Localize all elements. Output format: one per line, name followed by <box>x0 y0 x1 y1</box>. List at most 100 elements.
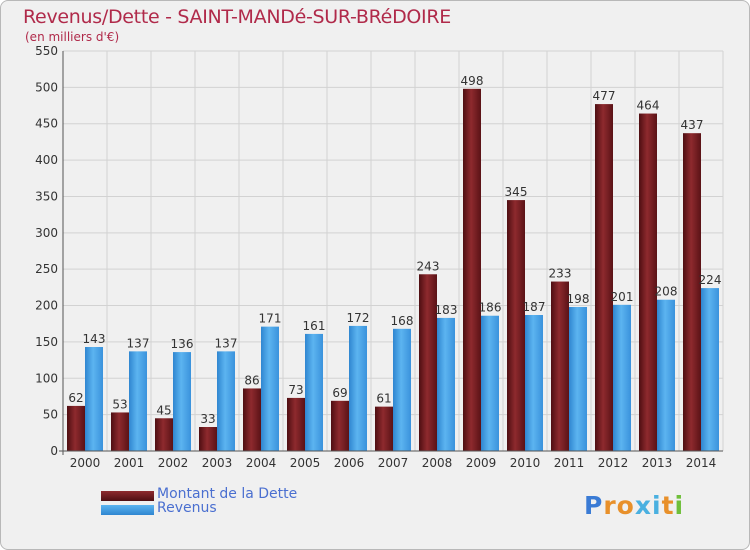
value-label-dette: 345 <box>505 185 528 199</box>
value-label-dette: 69 <box>332 386 347 400</box>
x-tick-label: 2000 <box>70 456 101 470</box>
value-label-dette: 437 <box>681 118 704 132</box>
logo-letter: P <box>584 491 604 520</box>
logo-letter: x <box>634 491 652 520</box>
value-label-dette: 243 <box>417 259 440 273</box>
x-tick-label: 2013 <box>642 456 673 470</box>
x-tick-label: 2003 <box>202 456 233 470</box>
bar-dette <box>331 400 349 451</box>
legend-swatch-dette <box>101 491 154 501</box>
bar-revenus <box>217 351 235 451</box>
x-tick-label: 2005 <box>290 456 321 470</box>
legend-label-dette: Montant de la Dette <box>157 486 298 502</box>
y-tick-label: 200 <box>35 299 58 313</box>
x-tick-label: 2014 <box>686 456 717 470</box>
x-tick-label: 2004 <box>246 456 277 470</box>
bar-dette <box>463 88 481 452</box>
bar-revenus <box>393 328 411 451</box>
value-label-revenus: 136 <box>171 337 194 351</box>
bar-dette <box>639 113 657 451</box>
x-tick-label: 2010 <box>510 456 541 470</box>
y-tick-label: 550 <box>35 44 58 58</box>
value-label-revenus: 172 <box>347 311 370 325</box>
label-layer: 62 143 53 137 45 136 33 137 86 171 73 161 69 172 61 168… <box>68 74 721 426</box>
value-label-dette: 73 <box>288 383 303 397</box>
x-tick-label: 2011 <box>554 456 585 470</box>
value-label-revenus: 224 <box>699 273 722 287</box>
logo-letter: r <box>603 491 617 520</box>
y-tick-label: 100 <box>35 371 58 385</box>
y-tick-label: 450 <box>35 117 58 131</box>
value-label-dette: 233 <box>549 267 572 281</box>
value-label-dette: 61 <box>376 392 391 406</box>
value-label-revenus: 183 <box>435 303 458 317</box>
value-label-revenus: 161 <box>303 319 326 333</box>
chart-title: Revenus/Dette - SAINT-MANDé-SUR-BRéDOIRE <box>23 6 451 28</box>
value-label-revenus: 198 <box>567 292 590 306</box>
bar-dette <box>243 388 261 451</box>
value-label-dette: 33 <box>200 412 215 426</box>
bar-revenus <box>481 315 499 451</box>
bar-dette <box>199 427 217 451</box>
value-label-revenus: 143 <box>83 332 106 346</box>
value-label-revenus: 201 <box>611 290 634 304</box>
value-label-dette: 45 <box>156 403 171 417</box>
value-label-dette: 86 <box>244 373 259 387</box>
value-label-dette: 53 <box>112 397 127 411</box>
bar-revenus <box>129 351 147 451</box>
bar-dette <box>375 406 393 451</box>
logo-letter: i <box>652 491 662 520</box>
value-label-dette: 498 <box>461 74 484 88</box>
y-tick-label: 500 <box>35 80 58 94</box>
x-tick-label: 2012 <box>598 456 629 470</box>
bar-dette <box>419 274 437 451</box>
y-tick-label: 400 <box>35 153 58 167</box>
bar-dette <box>67 405 85 451</box>
y-tick-label: 0 <box>50 444 58 458</box>
bar-revenus <box>613 304 631 451</box>
axis-layer: 0 50 100 150 200 250 300 350 400 450 500 550 2000 200… <box>35 44 723 470</box>
value-label-dette: 62 <box>68 391 83 405</box>
logo-letter: i <box>674 491 685 520</box>
value-label-revenus: 187 <box>523 300 546 314</box>
bar-dette <box>551 281 569 451</box>
y-tick-label: 50 <box>43 408 58 422</box>
value-label-revenus: 171 <box>259 312 282 326</box>
y-tick-label: 250 <box>35 262 58 276</box>
bar-revenus <box>85 347 103 451</box>
bar-revenus <box>349 325 367 451</box>
bar-dette <box>155 418 173 451</box>
x-tick-label: 2009 <box>466 456 497 470</box>
bar-dette <box>287 397 305 451</box>
x-tick-label: 2007 <box>378 456 409 470</box>
bar-revenus <box>261 326 279 451</box>
bar-layer <box>67 88 719 452</box>
bar-revenus <box>569 307 587 451</box>
bar-dette <box>111 412 129 451</box>
legend-swatch-revenus <box>101 505 154 515</box>
x-tick-label: 2006 <box>334 456 365 470</box>
proxiti-logo: Proxiti <box>584 491 684 520</box>
bar-dette <box>595 104 613 451</box>
y-tick-label: 300 <box>35 226 58 240</box>
value-label-revenus: 186 <box>479 301 502 315</box>
y-tick-label: 150 <box>35 335 58 349</box>
bar-dette <box>683 133 701 451</box>
bar-revenus <box>525 315 543 451</box>
logo-letter: t <box>661 491 675 520</box>
bar-revenus <box>657 299 675 451</box>
value-label-dette: 477 <box>593 89 616 103</box>
x-tick-label: 2002 <box>158 456 189 470</box>
logo-letter: o <box>616 491 635 520</box>
value-label-revenus: 137 <box>127 336 150 350</box>
x-tick-label: 2008 <box>422 456 453 470</box>
bar-revenus <box>305 333 323 451</box>
value-label-dette: 464 <box>637 99 660 113</box>
x-tick-label: 2001 <box>114 456 145 470</box>
value-label-revenus: 208 <box>655 285 678 299</box>
bar-revenus <box>437 317 455 451</box>
value-label-revenus: 168 <box>391 314 414 328</box>
bar-revenus <box>173 352 191 451</box>
